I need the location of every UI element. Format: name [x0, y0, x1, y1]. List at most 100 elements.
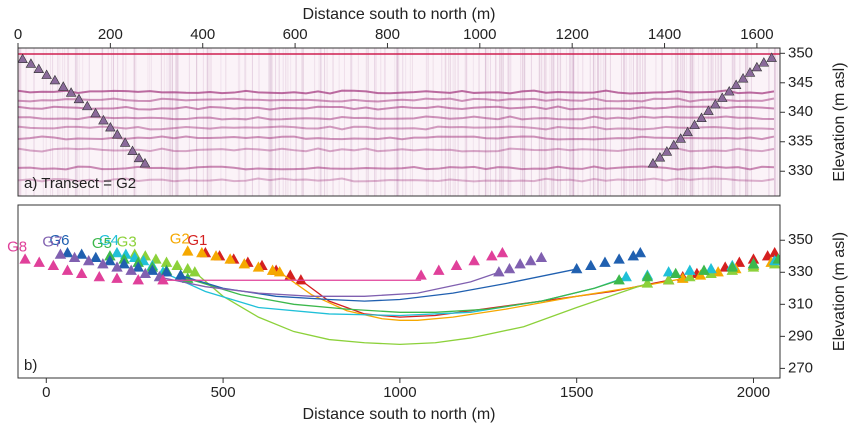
- survey-point: [514, 258, 526, 269]
- survey-point: [19, 253, 31, 264]
- radar-reflector: [18, 97, 775, 103]
- x-tick-label: 1000: [383, 384, 416, 401]
- survey-point: [647, 157, 659, 168]
- survey-point: [535, 251, 548, 263]
- legend-label: G7: [42, 234, 62, 251]
- plot-frame: [17, 204, 781, 379]
- survey-point: [703, 105, 714, 115]
- survey-point: [415, 269, 427, 280]
- radar-reflector: [18, 105, 775, 111]
- survey-point: [111, 261, 123, 272]
- radar-reflector: [18, 165, 775, 171]
- survey-point: [133, 152, 145, 163]
- survey-point: [468, 254, 480, 266]
- survey-point: [65, 87, 77, 97]
- x-tick-label: 1000: [463, 26, 496, 43]
- plot-area: [19, 245, 780, 346]
- x-tick-label: 500: [211, 384, 236, 401]
- survey-point: [252, 261, 265, 272]
- radargram-background: [18, 48, 780, 196]
- survey-point: [160, 266, 173, 277]
- survey-point: [662, 266, 675, 277]
- survey-point: [733, 256, 746, 267]
- survey-point: [751, 61, 763, 72]
- survey-point: [18, 53, 28, 64]
- y-tick-label: 350: [788, 231, 813, 248]
- survey-point: [98, 114, 109, 125]
- survey-point: [747, 258, 760, 269]
- survey-point: [641, 277, 654, 288]
- x-axis-label: Distance south to north (m): [303, 406, 496, 423]
- survey-point: [132, 261, 144, 272]
- survey-point: [450, 259, 463, 271]
- panel-label: a) Transect = G2: [24, 175, 136, 192]
- x-tick-label: 1200: [555, 26, 588, 43]
- x-tick-label: 1600: [740, 26, 773, 43]
- survey-point: [90, 107, 101, 118]
- survey-point: [75, 267, 88, 279]
- y-tick-label: 270: [788, 359, 813, 376]
- fit-curve: [279, 271, 683, 321]
- survey-point: [662, 274, 675, 285]
- plot-frame: [17, 47, 781, 197]
- y-axis-label: Elevation (m asl): [831, 62, 848, 181]
- survey-point: [689, 119, 700, 130]
- survey-point: [61, 264, 74, 275]
- survey-point: [599, 256, 611, 267]
- survey-point: [157, 274, 169, 285]
- y-tick-label: 340: [788, 103, 813, 120]
- survey-point: [238, 258, 251, 269]
- legend-label: G3: [117, 234, 137, 251]
- panel-label: b): [24, 357, 37, 374]
- x-tick-label: 0: [42, 384, 50, 401]
- x-tick-label: 1500: [560, 384, 593, 401]
- survey-point: [33, 63, 45, 74]
- y-tick-label: 335: [788, 133, 813, 150]
- survey-point: [73, 93, 85, 104]
- x-tick-label: 2000: [737, 384, 770, 401]
- y-tick-label: 330: [788, 263, 813, 280]
- survey-point: [93, 270, 106, 282]
- survey-point: [105, 121, 116, 132]
- x-tick-label: 0: [14, 26, 22, 43]
- radar-reflector: [18, 89, 775, 95]
- radar-reflector: [18, 115, 775, 121]
- survey-point: [613, 274, 625, 285]
- x-tick-label: 200: [98, 26, 123, 43]
- survey-point: [661, 146, 673, 156]
- survey-point: [41, 69, 52, 79]
- survey-point: [150, 253, 162, 264]
- survey-point: [224, 253, 236, 264]
- survey-point: [196, 246, 208, 258]
- survey-point: [710, 98, 721, 109]
- survey-point: [118, 258, 130, 269]
- y-tick-label: 345: [788, 74, 813, 91]
- survey-point: [766, 52, 777, 62]
- survey-point: [111, 272, 123, 283]
- survey-point: [111, 246, 123, 258]
- survey-point: [112, 129, 123, 139]
- survey-point: [524, 254, 537, 266]
- survey-point: [737, 73, 749, 83]
- survey-point: [25, 58, 37, 68]
- legend-label: G8: [7, 238, 27, 255]
- survey-point: [104, 254, 116, 266]
- y-axis-label: Elevation (m asl): [831, 232, 848, 351]
- survey-point: [273, 266, 286, 277]
- survey-point: [119, 137, 131, 147]
- fit-curve: [187, 278, 620, 313]
- survey-point: [717, 92, 728, 102]
- survey-point: [139, 267, 152, 279]
- survey-point: [503, 262, 516, 274]
- legend-label: G6: [49, 232, 69, 249]
- survey-point: [493, 266, 505, 277]
- survey-point: [132, 274, 144, 285]
- survey-point: [61, 246, 74, 258]
- survey-point: [171, 259, 183, 271]
- survey-point: [90, 251, 102, 263]
- survey-point: [669, 267, 682, 279]
- x-tick-label: 1400: [648, 26, 681, 43]
- legend-label: G5: [92, 235, 112, 252]
